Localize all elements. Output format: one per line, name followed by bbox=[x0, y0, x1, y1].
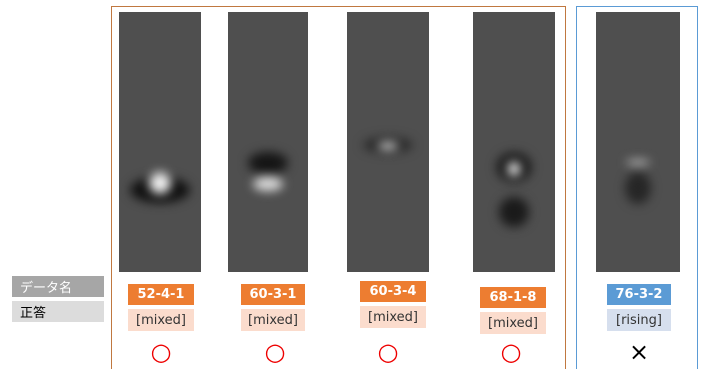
result-mark: ○ bbox=[141, 338, 181, 366]
result-mark: × bbox=[619, 338, 659, 366]
answer-label: [mixed] bbox=[241, 309, 305, 331]
image-feature bbox=[626, 160, 650, 165]
image-feature bbox=[248, 152, 288, 174]
image bbox=[473, 12, 555, 272]
result-mark: ○ bbox=[368, 338, 408, 366]
row-label: データ名 bbox=[12, 276, 104, 297]
answer-label: [mixed] bbox=[360, 306, 426, 328]
image bbox=[228, 12, 308, 272]
row-label: 正答 bbox=[12, 301, 104, 322]
data-name-label: 60-3-4 bbox=[360, 281, 426, 302]
image bbox=[119, 12, 201, 272]
answer-label: [mixed] bbox=[480, 312, 546, 334]
image bbox=[596, 12, 680, 272]
image bbox=[347, 12, 429, 272]
data-name-label: 76-3-2 bbox=[607, 284, 671, 305]
data-name-label: 68-1-8 bbox=[480, 287, 546, 308]
image-feature bbox=[508, 162, 520, 176]
result-mark: ○ bbox=[255, 338, 295, 366]
image-feature bbox=[499, 197, 529, 227]
data-name-label: 52-4-1 bbox=[128, 284, 194, 305]
image-feature bbox=[253, 177, 283, 191]
data-name-label: 60-3-1 bbox=[241, 284, 305, 305]
answer-label: [mixed] bbox=[128, 309, 194, 331]
image-feature bbox=[149, 172, 171, 194]
result-mark: ○ bbox=[491, 338, 531, 366]
image-feature bbox=[378, 142, 398, 150]
page: データ名 正答 52-4-1 [mixed] ○ 60-3-1 [mixed] ○ 60-3… bbox=[0, 0, 704, 369]
image-feature bbox=[625, 172, 651, 204]
answer-label: [rising] bbox=[607, 309, 671, 331]
